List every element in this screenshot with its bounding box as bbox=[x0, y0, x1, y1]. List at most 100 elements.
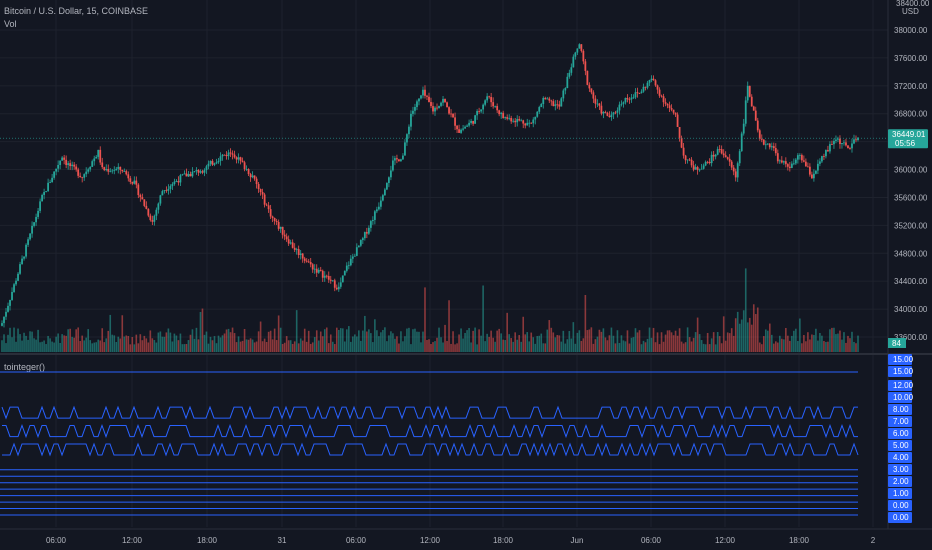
candle-body bbox=[482, 104, 485, 110]
candle-body bbox=[726, 157, 729, 159]
volume-bar bbox=[155, 342, 158, 352]
volume-bar bbox=[372, 342, 374, 352]
volume-bar bbox=[388, 335, 390, 352]
volume-bar bbox=[817, 340, 819, 352]
volume-bar bbox=[580, 340, 583, 352]
volume-bar bbox=[225, 329, 228, 352]
volume-bar bbox=[289, 340, 292, 352]
candle-body bbox=[432, 106, 434, 112]
candle-body bbox=[205, 166, 208, 170]
candle-body bbox=[163, 190, 166, 192]
volume-bar bbox=[440, 337, 442, 352]
candle-body bbox=[560, 98, 563, 107]
volume-bar bbox=[143, 335, 146, 352]
candle-body bbox=[710, 154, 713, 164]
volume-bar bbox=[506, 312, 508, 352]
volume-bar bbox=[207, 343, 210, 352]
candle-body bbox=[307, 261, 310, 263]
candle-body bbox=[145, 205, 148, 209]
candle-body bbox=[488, 96, 491, 98]
candle-body bbox=[770, 146, 773, 148]
candle-body bbox=[117, 166, 120, 169]
volume-bar bbox=[815, 328, 817, 352]
volume-bars bbox=[1, 268, 859, 352]
candle-body bbox=[45, 191, 48, 193]
volume-bar bbox=[99, 340, 102, 352]
volume-bar bbox=[450, 343, 452, 352]
indicator-tag bbox=[888, 500, 912, 511]
volume-bar bbox=[787, 335, 789, 352]
volume-bar bbox=[267, 331, 270, 352]
volume-bar bbox=[504, 340, 506, 352]
volume-bar bbox=[444, 324, 446, 352]
candle-body bbox=[778, 160, 781, 162]
candle-body bbox=[506, 117, 509, 119]
candle-body bbox=[490, 96, 493, 103]
volume-bar bbox=[223, 333, 226, 352]
volume-bar bbox=[21, 340, 23, 352]
candle-body bbox=[740, 133, 743, 152]
candle-body bbox=[141, 197, 144, 200]
candle-body bbox=[760, 138, 763, 140]
volume-bar bbox=[173, 333, 176, 352]
volume-bar bbox=[704, 344, 707, 352]
indicator-tick-label: 15.00 bbox=[893, 367, 914, 376]
volume-bar bbox=[520, 341, 523, 352]
candle-body bbox=[227, 152, 230, 157]
candle-body bbox=[109, 170, 112, 172]
candle-body bbox=[331, 280, 334, 282]
candle-body bbox=[159, 195, 162, 204]
candle-body bbox=[167, 188, 170, 191]
candle-body bbox=[748, 85, 751, 97]
candle-body bbox=[831, 144, 833, 145]
volume-bar bbox=[773, 343, 775, 352]
candle-body bbox=[111, 170, 114, 172]
volume-bar bbox=[750, 324, 753, 352]
volume-bar bbox=[301, 340, 304, 352]
candle-body bbox=[247, 169, 250, 175]
volume-bar bbox=[319, 331, 322, 352]
volume-bar bbox=[660, 332, 663, 352]
candle-body bbox=[598, 103, 601, 106]
candle-body bbox=[313, 268, 316, 270]
volume-bar bbox=[269, 330, 272, 352]
candle-body bbox=[756, 120, 759, 131]
candle-body bbox=[696, 167, 699, 170]
candle-body bbox=[375, 209, 378, 212]
volume-bar bbox=[109, 314, 112, 352]
volume-bar bbox=[570, 338, 573, 352]
volume-bar bbox=[424, 287, 426, 352]
candle-body bbox=[279, 226, 282, 229]
volume-bar bbox=[432, 342, 434, 352]
volume-bar bbox=[634, 328, 637, 352]
candle-body bbox=[285, 236, 288, 240]
candle-body bbox=[133, 180, 136, 184]
candle-body bbox=[371, 219, 374, 222]
volume-bar bbox=[402, 341, 404, 352]
candle-body bbox=[103, 167, 106, 171]
candle-body bbox=[504, 117, 507, 119]
volume-bar bbox=[672, 335, 675, 352]
volume-bar bbox=[542, 343, 545, 352]
volume-bar bbox=[584, 295, 587, 352]
volume-bar bbox=[123, 336, 126, 352]
volume-bar bbox=[853, 341, 855, 352]
volume-bar bbox=[564, 343, 567, 352]
candle-body bbox=[37, 210, 39, 217]
volume-bar bbox=[201, 308, 204, 352]
volume-bar bbox=[249, 338, 252, 352]
price-tick-label: 33600.00 bbox=[894, 333, 928, 342]
volume-bar bbox=[13, 327, 15, 352]
volume-bar bbox=[664, 334, 667, 352]
indicator-tick-label: 4.00 bbox=[893, 453, 909, 462]
currency-label: USD bbox=[902, 7, 919, 16]
volume-bar bbox=[295, 310, 298, 352]
volume-bar bbox=[356, 336, 358, 352]
volume-bar bbox=[582, 338, 585, 352]
volume-bar bbox=[833, 327, 835, 352]
volume-bar bbox=[79, 340, 81, 352]
volume-bar bbox=[598, 329, 601, 352]
volume-bar bbox=[827, 341, 829, 352]
volume-bar bbox=[768, 323, 771, 352]
